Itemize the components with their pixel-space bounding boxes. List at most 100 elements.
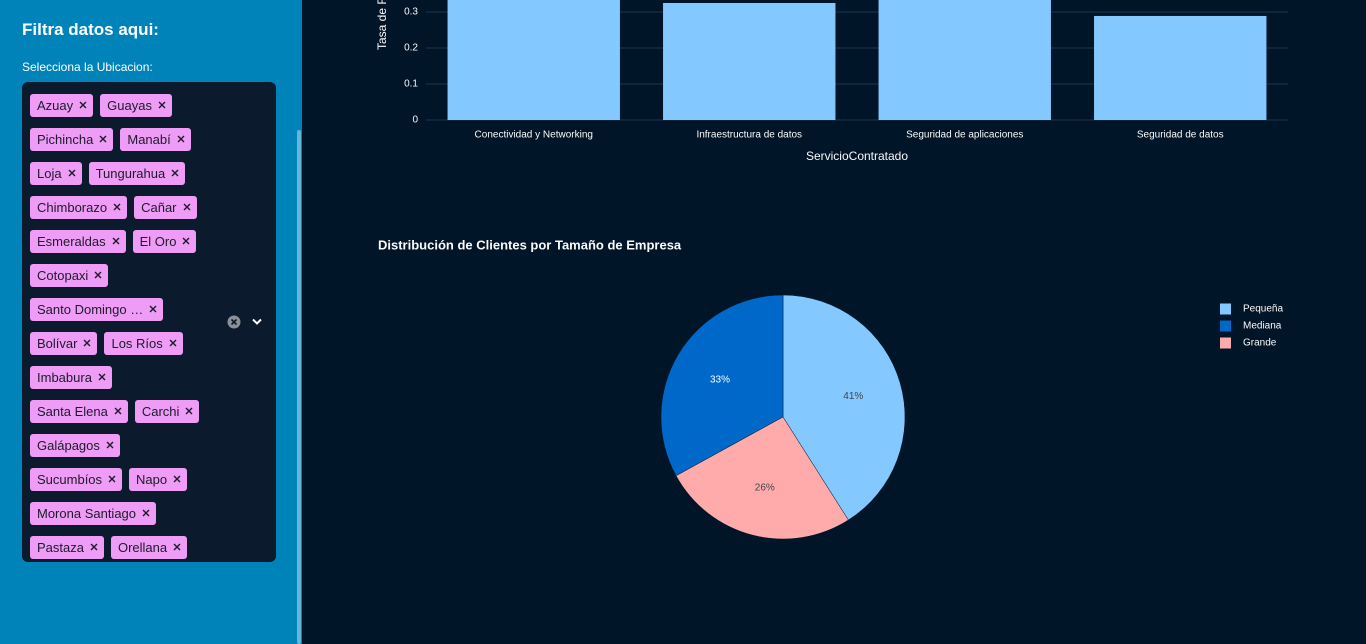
filter-label: Selecciona la Ubicacion: bbox=[22, 60, 153, 74]
tag: Santo Domingo … bbox=[30, 297, 164, 321]
tag-label: Guayas bbox=[107, 97, 152, 113]
dropdown-arrow[interactable] bbox=[252, 318, 262, 325]
tag-remove[interactable] bbox=[149, 305, 157, 313]
slice-label: 41% bbox=[843, 391, 863, 402]
tag: Carchi bbox=[134, 399, 200, 423]
select-controls bbox=[227, 315, 262, 329]
pie-slice bbox=[660, 294, 784, 477]
legend-label: Grande bbox=[1243, 338, 1277, 349]
tag-row: Morona Santiago bbox=[30, 496, 230, 530]
tag-label: Chimborazo bbox=[37, 199, 108, 215]
tag-row: Santa Elena Carchi bbox=[30, 394, 230, 428]
tag: Morona Santiago bbox=[30, 501, 157, 525]
tag: Esmeraldas bbox=[30, 229, 126, 253]
bar bbox=[1094, 15, 1267, 121]
tag: Cañar bbox=[134, 195, 197, 219]
tag: Guayas bbox=[100, 93, 172, 117]
tag-remove[interactable] bbox=[185, 407, 193, 415]
tag-remove[interactable] bbox=[183, 203, 191, 211]
tag-remove[interactable] bbox=[112, 237, 120, 245]
tag-label: Cotopaxi bbox=[37, 267, 89, 283]
tag-remove[interactable] bbox=[114, 407, 122, 415]
tag-remove[interactable] bbox=[106, 441, 114, 449]
tag: El Oro bbox=[132, 229, 197, 253]
tag-remove[interactable] bbox=[113, 203, 121, 211]
tag-remove[interactable] bbox=[182, 237, 190, 245]
tag-row: Galápagos bbox=[30, 428, 230, 462]
tag-label: Santo Domingo … bbox=[37, 301, 144, 317]
tag-label: Galápagos bbox=[37, 437, 100, 453]
slice-label: 26% bbox=[755, 483, 775, 494]
x-tick-label: Conectividad y Networking bbox=[475, 130, 593, 141]
tag: Sucumbíos bbox=[30, 467, 123, 491]
tag-label: Los Ríos bbox=[111, 335, 163, 351]
tag-label: Orellana bbox=[117, 539, 168, 555]
y-axis-title: Tasa de R bbox=[375, 0, 389, 50]
charts: 0 0.1 0.2 0.3 Conectividad y Networking Infra… bbox=[375, 0, 1288, 540]
tag-remove[interactable] bbox=[177, 135, 185, 143]
tag-remove[interactable] bbox=[173, 475, 181, 483]
tag-remove[interactable] bbox=[158, 101, 166, 109]
tag-label: Pastaza bbox=[37, 539, 84, 555]
tag-remove[interactable] bbox=[99, 135, 107, 143]
sidebar: Filtra datos aqui: Selecciona la Ubicaci… bbox=[0, 0, 302, 644]
legend-swatch bbox=[1220, 337, 1231, 349]
tag-label: Bolívar bbox=[37, 335, 78, 351]
tag-remove[interactable] bbox=[169, 339, 177, 347]
bar bbox=[663, 3, 836, 120]
tag-list: Azuay Guayas Pichincha Manabí Loja Tungurahua… bbox=[30, 88, 230, 564]
tag-label: Tungurahua bbox=[95, 165, 166, 181]
tag-row: Esmeraldas El Oro bbox=[30, 224, 230, 258]
y-tick-label: 0.3 bbox=[404, 7, 418, 18]
tag-label: Napo bbox=[136, 471, 168, 487]
tag-remove[interactable] bbox=[108, 475, 116, 483]
tag-row: Bolívar Los Ríos bbox=[30, 326, 230, 360]
legend-label: Pequeña bbox=[1243, 304, 1283, 315]
tag-label: Manabí bbox=[127, 131, 171, 147]
tag-remove[interactable] bbox=[171, 169, 179, 177]
tag-remove[interactable] bbox=[68, 169, 76, 177]
tag-remove[interactable] bbox=[98, 373, 106, 381]
legend-swatch bbox=[1220, 320, 1231, 332]
x-axis-title: ServicioContratado bbox=[806, 149, 908, 163]
multiselect[interactable]: Azuay Guayas Pichincha Manabí Loja Tungurahua… bbox=[22, 82, 276, 562]
tag: Los Ríos bbox=[104, 331, 183, 355]
tag-label: Esmeraldas bbox=[37, 233, 106, 249]
x-tick-label: Seguridad de aplicaciones bbox=[906, 130, 1023, 141]
sidebar-title: Filtra datos aqui: bbox=[22, 20, 159, 39]
tag-row: Imbabura bbox=[30, 360, 230, 394]
tag-remove[interactable] bbox=[90, 543, 98, 551]
tag: Pichincha bbox=[30, 127, 114, 151]
tag-label: Azuay bbox=[37, 97, 74, 113]
tag-row: Azuay Guayas bbox=[30, 88, 230, 122]
legend-label: Mediana bbox=[1243, 321, 1282, 332]
tag: Napo bbox=[129, 467, 188, 491]
scrollbar[interactable] bbox=[297, 130, 301, 644]
tag: Galápagos bbox=[30, 433, 120, 457]
x-tick-label: Seguridad de datos bbox=[1137, 130, 1224, 141]
tag-remove[interactable] bbox=[142, 509, 150, 517]
bar bbox=[447, 0, 620, 121]
y-tick-label: 0.1 bbox=[404, 79, 418, 90]
tag-row: Pastaza Orellana bbox=[30, 530, 230, 564]
tag: Pastaza bbox=[30, 535, 104, 559]
tag-label: Imbabura bbox=[37, 369, 92, 385]
tag-label: Cañar bbox=[141, 199, 177, 215]
tag-label: Carchi bbox=[141, 403, 180, 419]
tag: Azuay bbox=[30, 93, 94, 117]
tag-label: Santa Elena bbox=[37, 403, 108, 419]
tag-label: El Oro bbox=[139, 233, 177, 249]
tag-remove[interactable] bbox=[94, 271, 102, 279]
y-tick-label: 0.2 bbox=[404, 43, 418, 54]
tag: Chimborazo bbox=[30, 195, 128, 219]
tag-label: Loja bbox=[37, 165, 62, 181]
tag-remove[interactable] bbox=[173, 543, 181, 551]
tag: Tungurahua bbox=[88, 161, 186, 185]
tag: Orellana bbox=[110, 535, 188, 559]
tag-row: Loja Tungurahua bbox=[30, 156, 230, 190]
tag-remove[interactable] bbox=[79, 101, 87, 109]
legend-swatch bbox=[1220, 303, 1231, 315]
tag-row: Chimborazo Cañar bbox=[30, 190, 230, 224]
tag-remove[interactable] bbox=[83, 339, 91, 347]
